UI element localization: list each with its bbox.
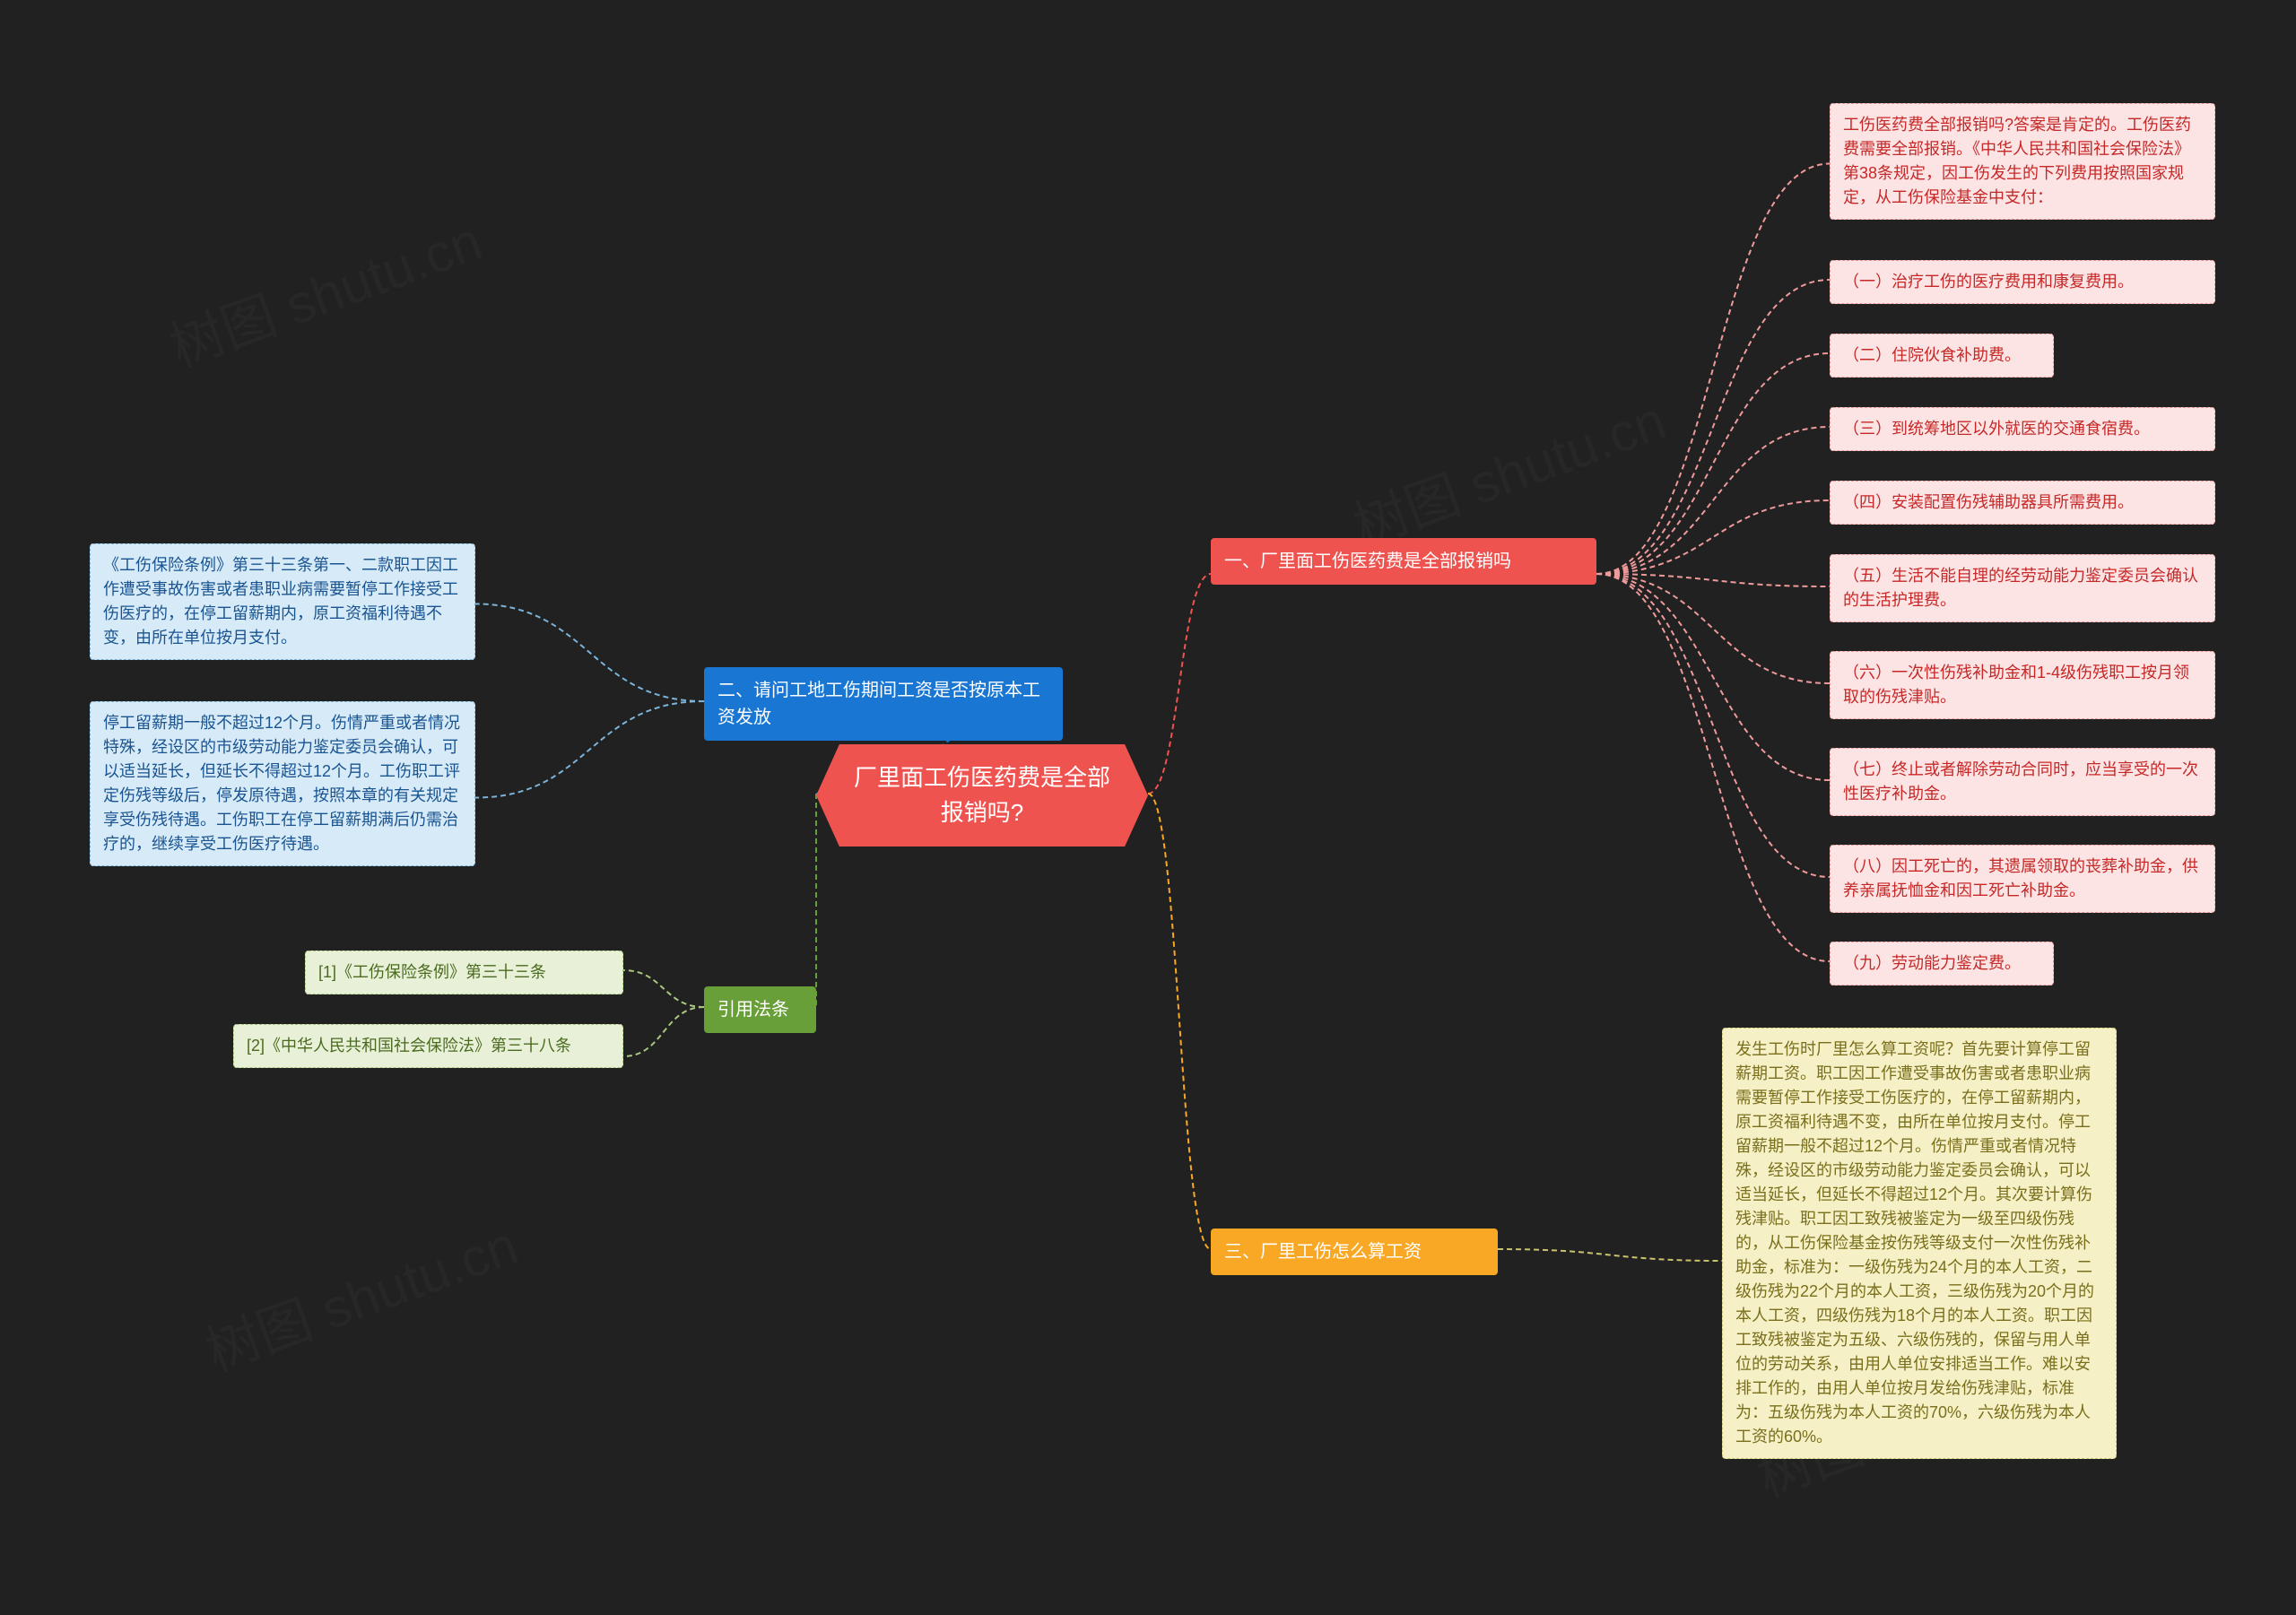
leaf-node[interactable]: （六）一次性伤残补助金和1-4级伤残职工按月领取的伤残津贴。 — [1830, 651, 2215, 719]
leaf-node[interactable]: 《工伤保险条例》第三十三条第一、二款职工因工作遭受事故伤害或者患职业病需要暂停工… — [90, 543, 475, 660]
branch-node[interactable]: 引用法条 — [704, 986, 816, 1033]
leaf-node[interactable]: 工伤医药费全部报销吗?答案是肯定的。工伤医药费需要全部报销。《中华人民共和国社会… — [1830, 103, 2215, 220]
mindmap-canvas: 树图 shutu.cn树图 shutu.cn树图 shutu.cn树图 shut… — [0, 0, 2296, 1615]
watermark: 树图 shutu.cn — [194, 1202, 526, 1386]
center-topic[interactable]: 厂里面工伤医药费是全部报销吗? — [816, 744, 1148, 847]
leaf-node[interactable]: （一）治疗工伤的医疗费用和康复费用。 — [1830, 260, 2215, 304]
branch-node[interactable]: 二、请问工地工伤期间工资是否按原本工资发放 — [704, 667, 1063, 741]
leaf-node[interactable]: （四）安装配置伤残辅助器具所需费用。 — [1830, 481, 2215, 525]
leaf-node[interactable]: （九）劳动能力鉴定费。 — [1830, 942, 2054, 985]
leaf-node[interactable]: [2]《中华人民共和国社会保险法》第三十八条 — [233, 1024, 623, 1068]
leaf-node[interactable]: （二）住院伙食补助费。 — [1830, 334, 2054, 378]
leaf-node[interactable]: 停工留薪期一般不超过12个月。伤情严重或者情况特殊，经设区的市级劳动能力鉴定委员… — [90, 701, 475, 866]
branch-node[interactable]: 三、厂里工伤怎么算工资 — [1211, 1229, 1498, 1275]
leaf-node[interactable]: （五）生活不能自理的经劳动能力鉴定委员会确认的生活护理费。 — [1830, 554, 2215, 622]
watermark: 树图 shutu.cn — [158, 197, 491, 382]
watermark: 树图 shutu.cn — [1342, 377, 1674, 561]
branch-node[interactable]: 一、厂里面工伤医药费是全部报销吗 — [1211, 538, 1596, 585]
leaf-node[interactable]: （八）因工死亡的，其遗属领取的丧葬补助金，供养亲属抚恤金和因工死亡补助金。 — [1830, 845, 2215, 913]
leaf-node[interactable]: [1]《工伤保险条例》第三十三条 — [305, 951, 623, 994]
leaf-node[interactable]: （七）终止或者解除劳动合同时，应当享受的一次性医疗补助金。 — [1830, 748, 2215, 816]
leaf-node[interactable]: 发生工伤时厂里怎么算工资呢？首先要计算停工留薪期工资。职工因工作遭受事故伤害或者… — [1722, 1028, 2117, 1459]
leaf-node[interactable]: （三）到统筹地区以外就医的交通食宿费。 — [1830, 407, 2215, 451]
